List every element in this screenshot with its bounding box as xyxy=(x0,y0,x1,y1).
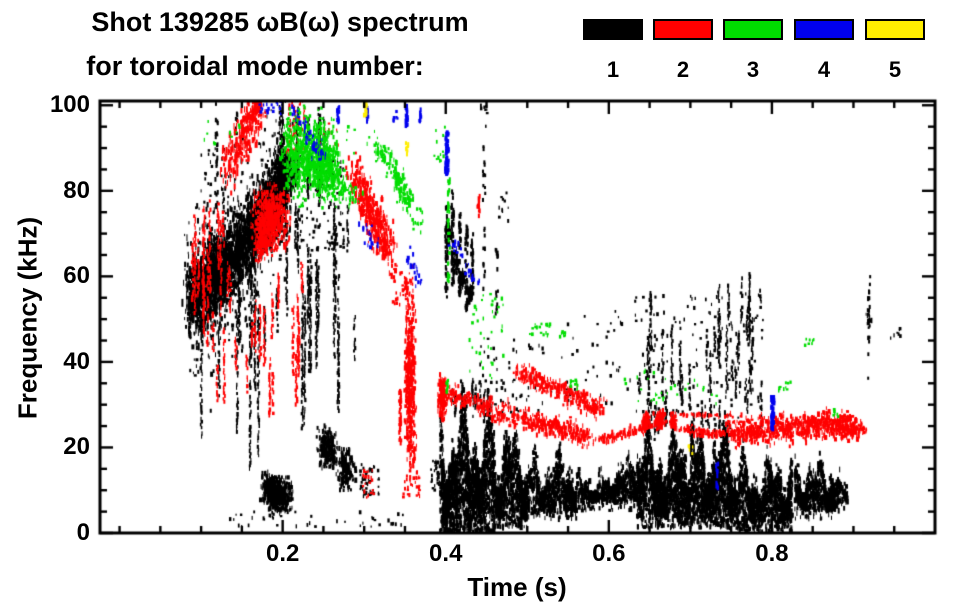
y-tick-label: 100 xyxy=(49,91,90,119)
legend-swatch-n2 xyxy=(653,19,713,40)
x-axis-title: Time (s) xyxy=(467,572,567,602)
y-tick-label: 80 xyxy=(63,176,90,204)
legend-swatch-n5 xyxy=(865,19,925,40)
x-tick-label: 0.8 xyxy=(755,540,789,567)
x-tick-label: 0.2 xyxy=(265,540,300,567)
legend-label-n2: 2 xyxy=(676,57,690,82)
legend-label-n5: 5 xyxy=(888,57,902,82)
y-tick-label: 40 xyxy=(63,347,90,375)
legend-swatch-n4 xyxy=(794,19,854,40)
legend-label-n3: 3 xyxy=(746,57,760,82)
legend-label-n4: 4 xyxy=(817,57,831,82)
chart-subtitle: for toroidal mode number: xyxy=(86,51,424,81)
x-tick-label: 0.6 xyxy=(592,540,626,567)
y-tick-label: 0 xyxy=(76,519,90,546)
y-axis-title: Frequency (kHz) xyxy=(12,216,43,420)
legend-swatch-n3 xyxy=(723,19,783,40)
y-tick-label: 20 xyxy=(63,433,90,461)
legend-label-n1: 1 xyxy=(606,57,620,82)
legend-swatch-n1 xyxy=(583,19,643,40)
chart-title: Shot 139285 ωB(ω) spectrum xyxy=(91,7,469,37)
y-tick-label: 60 xyxy=(63,262,90,290)
x-tick-label: 0.4 xyxy=(429,540,463,567)
